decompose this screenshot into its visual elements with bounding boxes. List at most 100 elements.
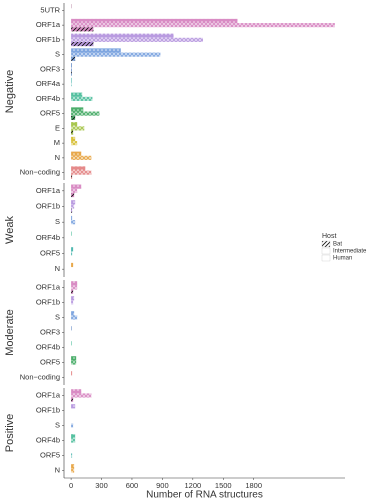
y-tick-label: ORF3 (40, 327, 60, 336)
bar (71, 107, 84, 112)
y-tick-label: N (55, 264, 60, 273)
bar (71, 204, 75, 209)
y-tick-label: ORF5 (40, 248, 60, 257)
y-tick-label: S (55, 50, 60, 59)
bar (71, 438, 76, 443)
y-tick-label: ORF4b (36, 94, 60, 103)
bar (71, 360, 77, 365)
x-tick-label: 300 (95, 481, 108, 490)
bar (71, 56, 76, 61)
bar (71, 4, 72, 9)
x-tick-label: 900 (156, 481, 169, 490)
y-tick-label: M (54, 138, 60, 147)
bar (71, 262, 74, 268)
bar (71, 208, 73, 213)
x-tick-label: 0 (69, 481, 73, 490)
y-tick-label: ORF3 (40, 64, 60, 73)
legend-label: Bat (333, 242, 342, 248)
y-tick-label: N (55, 465, 60, 474)
bar (71, 122, 78, 127)
bar (71, 215, 73, 221)
bar (71, 174, 73, 179)
x-axis-title: Number of RNA structures (146, 490, 263, 500)
x-tick-label: 1500 (215, 481, 232, 490)
y-tick-label: Non−coding (20, 372, 60, 381)
x-tick-label: 600 (126, 481, 139, 490)
bar (71, 389, 82, 394)
bar (71, 77, 72, 83)
y-tick-label: S (55, 312, 60, 321)
bar (71, 300, 74, 305)
bar (71, 423, 74, 428)
y-tick-label: ORF4b (36, 233, 60, 242)
bar (71, 48, 121, 53)
facet-label: Moderate (4, 309, 16, 355)
bar (71, 96, 93, 101)
bar (71, 404, 76, 409)
y-tick-label: ORF1a (36, 186, 61, 195)
bar (71, 71, 72, 76)
x-tick-label: 1200 (184, 481, 201, 490)
bar (71, 468, 75, 473)
bar (71, 247, 74, 252)
y-tick-label: ORF1a (36, 20, 61, 29)
y-tick-label: ORF5 (40, 450, 60, 459)
y-tick-label: S (55, 420, 60, 429)
bar (71, 130, 74, 135)
bar (71, 18, 238, 24)
legend-label: Human (333, 256, 352, 262)
bar (71, 166, 86, 171)
legend-title: Host (322, 233, 336, 240)
y-tick-label: ORF5 (40, 357, 60, 366)
y-tick-label: ORF4b (36, 342, 60, 351)
bar (71, 141, 78, 146)
y-tick-label: Non−coding (20, 168, 60, 177)
bar (71, 82, 72, 87)
bar (71, 371, 73, 376)
bar (71, 393, 92, 398)
bar (71, 251, 73, 256)
bar (71, 341, 72, 346)
bar (71, 52, 161, 57)
bar (71, 464, 75, 469)
bar (71, 92, 83, 97)
bar (71, 192, 75, 198)
bar (71, 63, 72, 68)
bar (71, 111, 100, 116)
y-tick-label: ORF1a (36, 282, 61, 291)
facet-label: Negative (4, 70, 16, 113)
bar (71, 37, 203, 42)
y-tick-label: ORF1b (36, 297, 60, 306)
bar (71, 27, 94, 32)
bar (71, 155, 92, 160)
bar (71, 200, 76, 205)
y-tick-label: ORF4b (36, 435, 60, 444)
y-tick-label: S (55, 217, 60, 226)
bar (71, 231, 72, 236)
bar (71, 285, 78, 290)
bar (71, 41, 94, 47)
bar (71, 281, 78, 286)
bar (71, 356, 77, 361)
bar (71, 315, 78, 320)
bar (71, 136, 76, 142)
facet-label: Weak (4, 216, 16, 244)
bar (71, 33, 174, 38)
y-tick-label: ORF1a (36, 390, 61, 399)
bar (71, 188, 78, 193)
y-tick-label: 5UTR (40, 5, 60, 14)
legend-swatch (321, 254, 331, 262)
y-tick-label: E (55, 123, 60, 132)
legend-swatch (321, 247, 331, 255)
bar (71, 184, 82, 189)
y-tick-label: ORF4a (36, 79, 61, 88)
y-tick-label: N (55, 153, 60, 162)
y-tick-label: ORF1b (36, 201, 60, 210)
bar (71, 23, 335, 28)
y-tick-label: ORF1b (36, 405, 60, 414)
legend-label: Intermediate (333, 249, 367, 255)
bar (71, 326, 72, 331)
bar (71, 170, 92, 175)
